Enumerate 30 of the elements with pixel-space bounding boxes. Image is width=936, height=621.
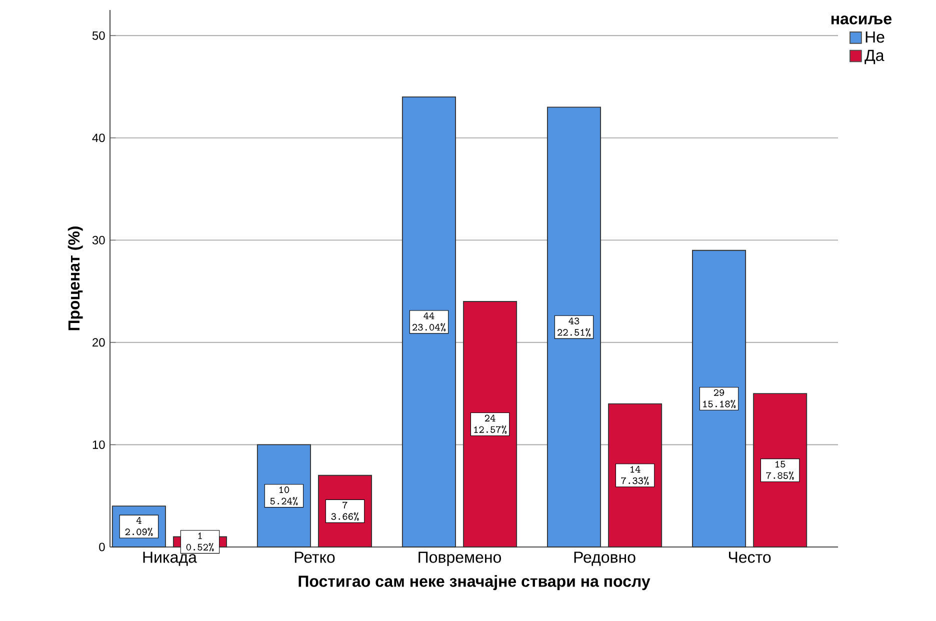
data-label: 24 12.57% (474, 414, 507, 434)
y-tick-label: 20 (92, 338, 105, 347)
data-label: 43 22.51% (558, 318, 591, 337)
data-label: 14 7.33% (621, 466, 649, 485)
data-label: 7 3.66% (331, 502, 359, 521)
y-tick-label: 40 (92, 134, 105, 142)
bar (692, 250, 746, 548)
y-tick-label: 0 (99, 542, 105, 552)
legend-title: насиље (831, 16, 892, 24)
data-label: 15 7.85% (766, 460, 794, 480)
data-label: 29 15.18% (703, 389, 736, 408)
x-axis-title: Постигао сам неке значајне ствари на послу (298, 575, 650, 590)
x-tick-label: Редовно (574, 552, 636, 566)
y-tick-label: 50 (92, 31, 105, 40)
y-tick-label: 10 (92, 440, 105, 449)
data-label: 4 2.09% (125, 517, 153, 536)
bar (402, 96, 456, 548)
bar (546, 106, 602, 548)
x-tick-label: Повремено (418, 552, 501, 566)
y-tick-label: 30 (92, 236, 105, 244)
legend-label: Да (864, 50, 884, 64)
y-axis-title: Проценат (%) (68, 226, 83, 330)
data-label: 44 23.04% (412, 312, 446, 332)
legend-label: Не (866, 32, 884, 43)
data-label: 10 5.24% (270, 486, 298, 506)
bar (463, 301, 518, 548)
x-tick-label: Ретко (294, 552, 335, 563)
data-label: 1 0.52% (186, 532, 214, 552)
x-tick-label: Често (728, 552, 771, 563)
x-tick-label: Никада (143, 552, 197, 566)
